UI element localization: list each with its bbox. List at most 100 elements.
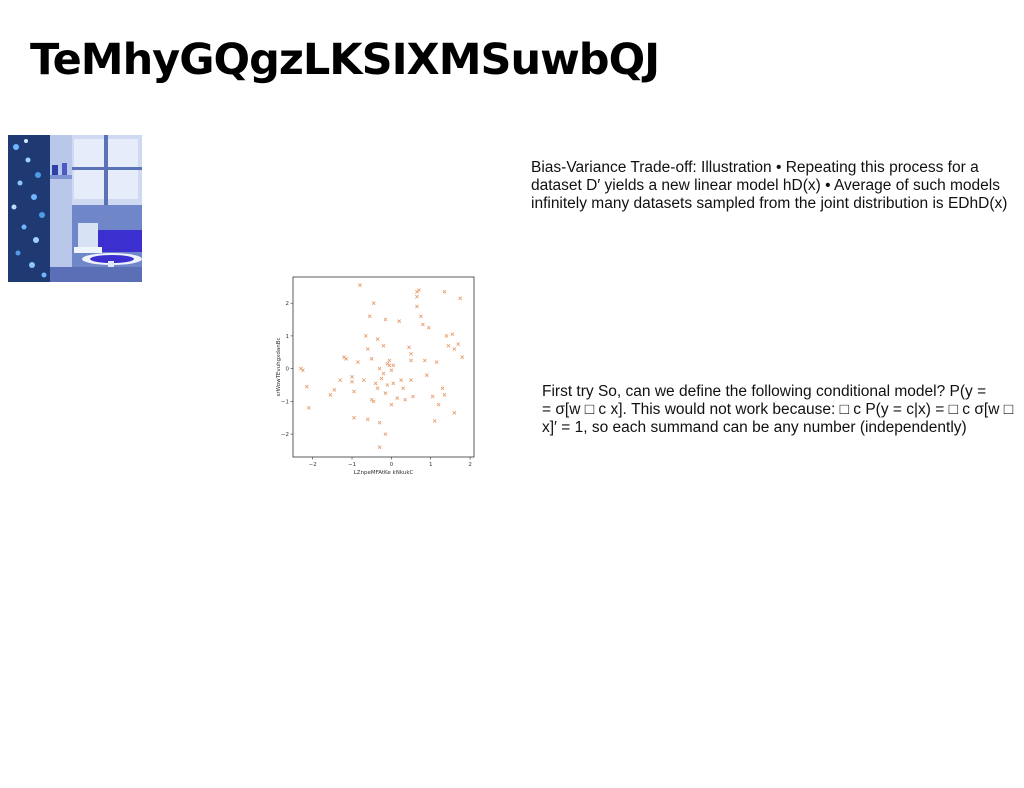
scatter-point (387, 358, 392, 363)
scatter-point (365, 417, 370, 422)
scatter-point (367, 314, 372, 319)
scatter-plot: −2 −1 0 1 2 −2 −1 0 1 2 LZnpeMFAtKe kNkukC srWowTEv… (272, 272, 482, 482)
x-tick-label: −1 (348, 462, 356, 468)
scatter-point (442, 289, 447, 294)
scatter-point (417, 288, 421, 292)
scatter-point (452, 347, 457, 351)
scatter-point (371, 399, 376, 404)
plot-frame (292, 276, 475, 458)
scatter-point (403, 397, 408, 402)
scatter-point (306, 406, 311, 410)
scatter-point (426, 325, 431, 330)
scatter-point (379, 376, 384, 381)
scatter-point (377, 445, 382, 450)
y-tick-label: 0 (286, 367, 290, 373)
scatter-point (395, 396, 400, 400)
text-line: infinitely many datasets sampled from th… (531, 195, 1008, 212)
scatter-point (373, 381, 378, 386)
scatter-point (440, 386, 445, 391)
scatter-point (415, 294, 419, 299)
scatter-point (350, 379, 354, 384)
scatter-point (409, 378, 413, 382)
scatter-point (381, 371, 386, 376)
scatter-point (391, 363, 396, 368)
scatter-point (458, 296, 463, 301)
scatter-point (430, 394, 435, 399)
y-tick-label: −2 (281, 432, 289, 438)
scatter-point (365, 347, 370, 351)
scatter-point (397, 319, 402, 324)
scatter-point (424, 373, 429, 378)
scatter-point (332, 388, 337, 392)
scatter-point (432, 419, 437, 423)
scatter-point (338, 378, 343, 382)
winter-interior-photo-icon (8, 135, 142, 282)
scatter-point (361, 378, 366, 382)
text-line: First try So, can we define the followin… (542, 383, 987, 400)
scatter-point (389, 368, 394, 373)
scatter-point (434, 360, 439, 364)
scatter-point (409, 358, 413, 363)
scatter-point (446, 343, 451, 348)
scatter-point (383, 317, 388, 322)
scatter-point (377, 366, 382, 371)
scatter-point (452, 410, 457, 415)
scatter-plot-svg: −2 −1 0 1 2 −2 −1 0 1 2 LZnpeMFAtKe kNkukC srWowTEv… (276, 276, 475, 476)
scatter-point (409, 352, 413, 356)
text-line: = σ[w □ c x]. This would not work becaus… (542, 401, 1014, 418)
page-title: TeMhyGQgzLKSIXMSuwbQJ (30, 35, 660, 85)
scatter-point (383, 432, 388, 436)
text-line: dataset D′ yields a new linear model hD(… (531, 177, 1000, 194)
scatter-point (411, 394, 415, 399)
text-line: x]′ = 1, so each summand can be any numb… (542, 419, 967, 436)
x-tick-label: 0 (390, 462, 394, 468)
scatter-point (375, 386, 380, 391)
text-block-bias-variance: Bias-Variance Trade-off: Illustration • … (531, 159, 1007, 213)
scatter-point (418, 314, 423, 319)
x-tick-label: 2 (468, 462, 472, 468)
scatter-point (420, 322, 425, 327)
scatter-point (436, 402, 441, 407)
scatter-point (387, 363, 392, 368)
scatter-point (369, 356, 374, 361)
scatter-point (460, 355, 465, 360)
scatter-point (401, 386, 406, 391)
y-tick-label: 2 (286, 301, 290, 307)
scatter-point (358, 283, 362, 288)
text-line: Bias-Variance Trade-off: Illustration • … (531, 159, 979, 176)
scatter-point (304, 384, 309, 389)
scatter-point (350, 374, 354, 379)
y-axis-label: srWowTEvuhgxdanBc (276, 337, 282, 396)
scatter-point (450, 332, 455, 337)
scatter-point (399, 378, 404, 382)
scatter-point (356, 360, 360, 364)
scatter-point (385, 383, 390, 387)
x-tick-label: 1 (429, 462, 433, 468)
y-tick-label: 1 (286, 334, 290, 340)
text-block-conditional-model: First try So, can we define the followin… (542, 383, 1013, 437)
scatter-point (371, 301, 376, 306)
scatter-point (415, 304, 419, 309)
scatter-point (352, 389, 356, 394)
scatter-point (442, 392, 447, 397)
y-tick-label: −1 (281, 399, 289, 405)
scatter-point (383, 391, 388, 396)
photo (8, 135, 142, 282)
scatter-point (352, 415, 356, 420)
scatter-point (363, 334, 368, 338)
x-tick-label: −2 (309, 462, 317, 468)
scatter-point (391, 381, 396, 386)
scatter-point (344, 356, 349, 361)
scatter-point (375, 337, 380, 342)
x-axis-label: LZnpeMFAtKe kNkukC (354, 470, 414, 476)
scatter-point (389, 402, 394, 407)
scatter-point (300, 368, 305, 373)
scatter-point (407, 345, 411, 350)
scatter-point (444, 334, 449, 338)
scatter-point (381, 343, 386, 348)
scatter-point (377, 420, 382, 425)
scatter-point (456, 342, 461, 346)
scatter-point (422, 358, 427, 363)
scatter-point (328, 392, 333, 397)
